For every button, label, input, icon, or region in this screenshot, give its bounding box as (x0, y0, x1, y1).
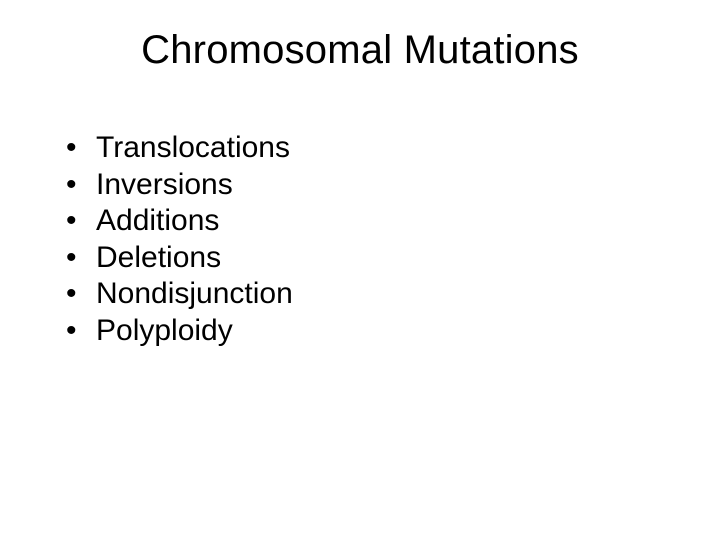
bullet-list: Translocations Inversions Additions Dele… (66, 130, 293, 350)
slide-title: Chromosomal Mutations (0, 28, 720, 73)
list-item: Additions (66, 203, 293, 240)
list-item: Deletions (66, 240, 293, 277)
slide-body: Translocations Inversions Additions Dele… (66, 130, 293, 350)
slide: Chromosomal Mutations Translocations Inv… (0, 0, 720, 540)
list-item: Inversions (66, 167, 293, 204)
list-item: Translocations (66, 130, 293, 167)
list-item: Polyploidy (66, 313, 293, 350)
list-item: Nondisjunction (66, 276, 293, 313)
